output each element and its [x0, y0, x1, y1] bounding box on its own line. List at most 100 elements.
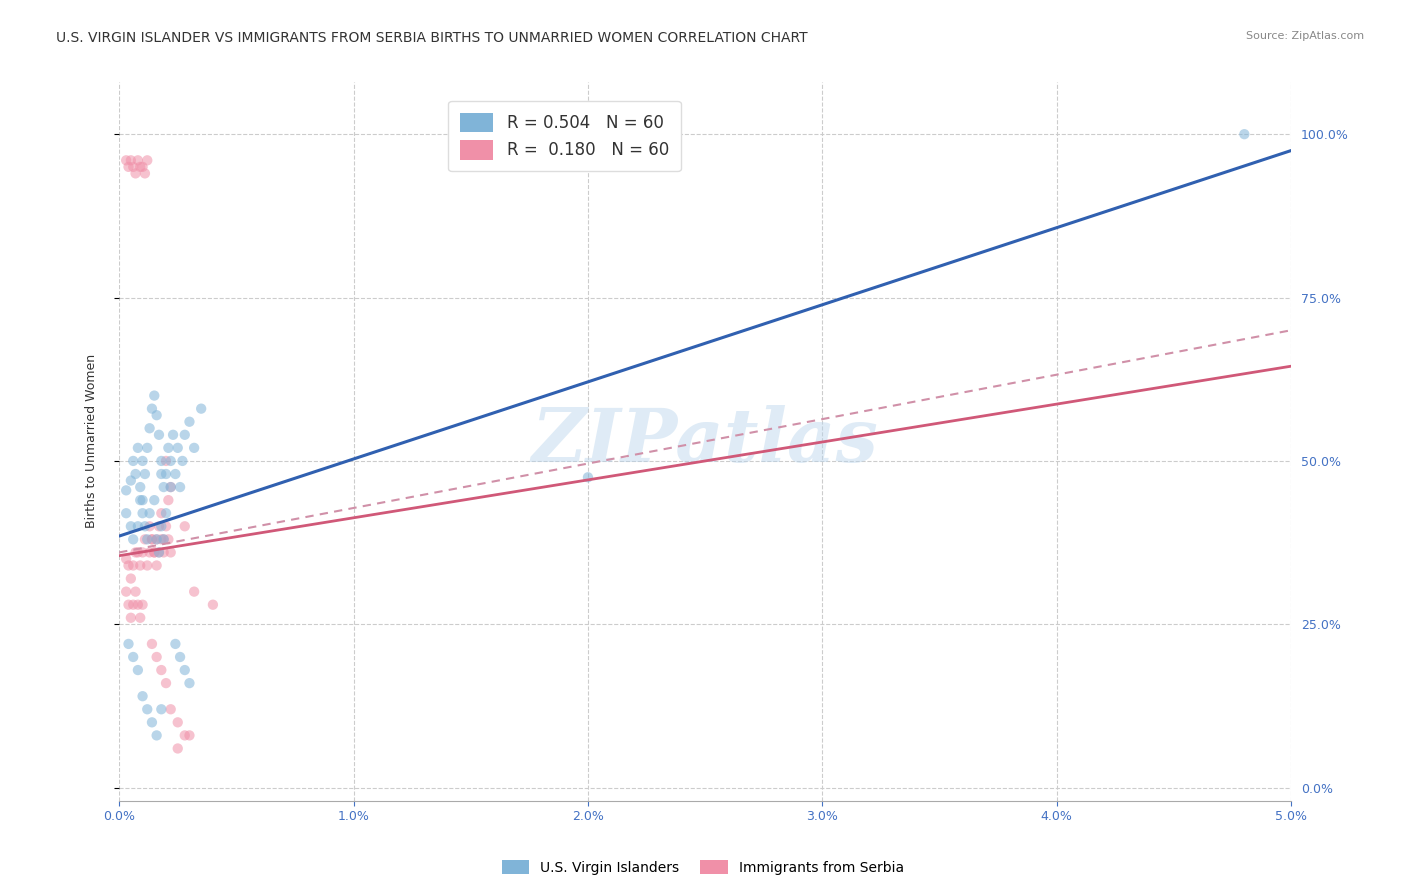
Point	[127, 598, 149, 612]
Point	[122, 454, 145, 468]
Point	[157, 493, 180, 508]
Point	[145, 558, 167, 573]
Text: U.S. VIRGIN ISLANDER VS IMMIGRANTS FROM SERBIA BIRTHS TO UNMARRIED WOMEN CORRELA: U.S. VIRGIN ISLANDER VS IMMIGRANTS FROM …	[56, 31, 808, 45]
Point	[179, 415, 201, 429]
Point	[138, 545, 160, 559]
Point	[155, 506, 177, 520]
Point	[124, 584, 146, 599]
Point	[131, 506, 153, 520]
Point	[129, 611, 152, 625]
Point	[173, 663, 195, 677]
Point	[129, 160, 152, 174]
Point	[141, 637, 163, 651]
Point	[115, 153, 138, 168]
Point	[157, 533, 180, 547]
Point	[145, 728, 167, 742]
Point	[131, 689, 153, 703]
Point	[148, 545, 170, 559]
Point	[155, 467, 177, 481]
Point	[134, 519, 156, 533]
Legend: R = 0.504   N = 60, R =  0.180   N = 60: R = 0.504 N = 60, R = 0.180 N = 60	[449, 101, 681, 171]
Point	[166, 715, 188, 730]
Point	[166, 741, 188, 756]
Point	[131, 493, 153, 508]
Point	[120, 572, 142, 586]
Point	[157, 441, 180, 455]
Point	[155, 676, 177, 690]
Point	[115, 483, 138, 498]
Point	[173, 519, 195, 533]
Point	[145, 408, 167, 422]
Point	[127, 545, 149, 559]
Point	[183, 584, 205, 599]
Point	[143, 545, 166, 559]
Point	[124, 545, 146, 559]
Point	[127, 153, 149, 168]
Text: Source: ZipAtlas.com: Source: ZipAtlas.com	[1246, 31, 1364, 41]
Point	[1233, 127, 1256, 141]
Point	[141, 401, 163, 416]
Point	[131, 160, 153, 174]
Point	[150, 663, 173, 677]
Point	[134, 533, 156, 547]
Text: ZIPatlas: ZIPatlas	[531, 405, 879, 477]
Point	[173, 427, 195, 442]
Point	[190, 401, 212, 416]
Point	[159, 545, 181, 559]
Point	[124, 166, 146, 180]
Point	[120, 153, 142, 168]
Point	[576, 470, 599, 484]
Point	[136, 441, 159, 455]
Point	[155, 454, 177, 468]
Point	[120, 519, 142, 533]
Point	[141, 533, 163, 547]
Point	[115, 552, 138, 566]
Point	[201, 598, 224, 612]
Point	[120, 611, 142, 625]
Point	[117, 637, 139, 651]
Point	[179, 676, 201, 690]
Point	[124, 467, 146, 481]
Point	[143, 493, 166, 508]
Point	[141, 715, 163, 730]
Point	[136, 558, 159, 573]
Point	[179, 728, 201, 742]
Point	[159, 480, 181, 494]
Point	[165, 637, 187, 651]
Point	[138, 506, 160, 520]
Point	[115, 506, 138, 520]
Point	[150, 506, 173, 520]
Point	[120, 474, 142, 488]
Point	[150, 519, 173, 533]
Point	[117, 598, 139, 612]
Point	[129, 558, 152, 573]
Point	[129, 493, 152, 508]
Point	[169, 650, 191, 665]
Point	[115, 584, 138, 599]
Point	[150, 467, 173, 481]
Point	[148, 519, 170, 533]
Point	[131, 598, 153, 612]
Point	[165, 467, 187, 481]
Point	[127, 663, 149, 677]
Point	[134, 467, 156, 481]
Point	[131, 545, 153, 559]
Point	[150, 454, 173, 468]
Point	[117, 558, 139, 573]
Point	[136, 702, 159, 716]
Point	[117, 160, 139, 174]
Point	[150, 533, 173, 547]
Point	[122, 160, 145, 174]
Point	[141, 533, 163, 547]
Point	[122, 598, 145, 612]
Point	[159, 454, 181, 468]
Point	[169, 480, 191, 494]
Point	[183, 441, 205, 455]
Point	[152, 545, 174, 559]
Y-axis label: Births to Unmarried Women: Births to Unmarried Women	[86, 354, 98, 528]
Point	[173, 728, 195, 742]
Point	[145, 650, 167, 665]
Point	[143, 388, 166, 402]
Point	[159, 480, 181, 494]
Point	[155, 519, 177, 533]
